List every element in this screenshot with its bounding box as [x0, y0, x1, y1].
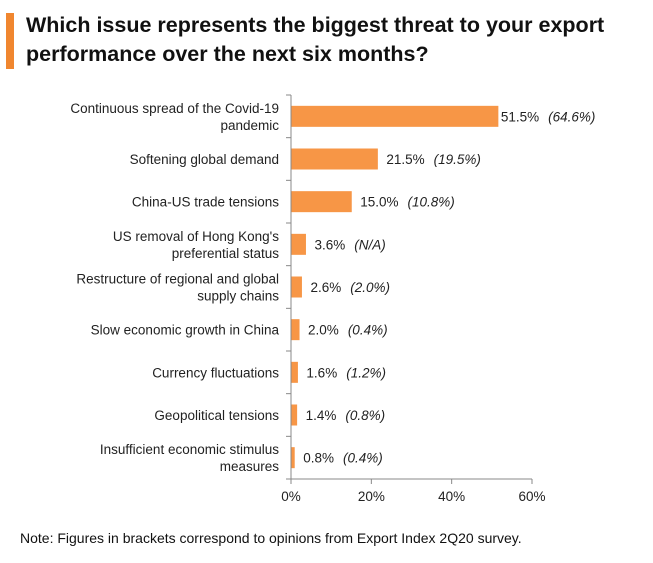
bar: [291, 148, 378, 170]
x-tick-label: 40%: [438, 489, 465, 504]
x-tick-label: 60%: [518, 489, 545, 504]
bar: [291, 404, 298, 426]
x-tick-label: 0%: [281, 489, 301, 504]
bar: [291, 447, 295, 469]
value-label: 2.0% (0.4%): [308, 323, 388, 338]
chart-note: Note: Figures in brackets correspond to …: [20, 530, 522, 546]
value-label: 2.6% (2.0%): [310, 280, 390, 295]
title-accent-bar: [6, 13, 14, 69]
category-label: Insufficient economic stimulus measures: [100, 442, 279, 474]
chart-title: Which issue represents the biggest threa…: [26, 13, 605, 66]
category-label: Restructure of regional and global supply…: [76, 272, 279, 304]
value-label: 1.6% (1.2%): [306, 365, 386, 380]
value-label: 3.6% (N/A): [314, 237, 385, 252]
value-label: 0.8% (0.4%): [303, 451, 383, 466]
bar: [291, 276, 302, 298]
category-label: China-US trade tensions: [132, 195, 279, 210]
category-label: Geopolitical tensions: [154, 408, 279, 423]
x-tick-label: 20%: [358, 489, 385, 504]
category-label: Currency fluctuations: [152, 365, 279, 380]
category-label: Continuous spread of the Covid-19 pandemi…: [70, 101, 279, 133]
bar: [291, 319, 300, 341]
category-label: Softening global demand: [130, 152, 279, 167]
value-label: 51.5% (64.6%): [501, 109, 596, 124]
value-label: 21.5% (19.5%): [386, 152, 481, 167]
value-label: 1.4% (0.8%): [306, 408, 386, 423]
value-label: 15.0% (10.8%): [360, 195, 455, 210]
bar: [291, 361, 298, 383]
bar: [291, 105, 499, 127]
bar: [291, 191, 352, 213]
category-label: Slow economic growth in China: [91, 323, 280, 338]
bar: [291, 233, 306, 255]
category-label: US removal of Hong Kong's preferential st…: [113, 229, 279, 261]
